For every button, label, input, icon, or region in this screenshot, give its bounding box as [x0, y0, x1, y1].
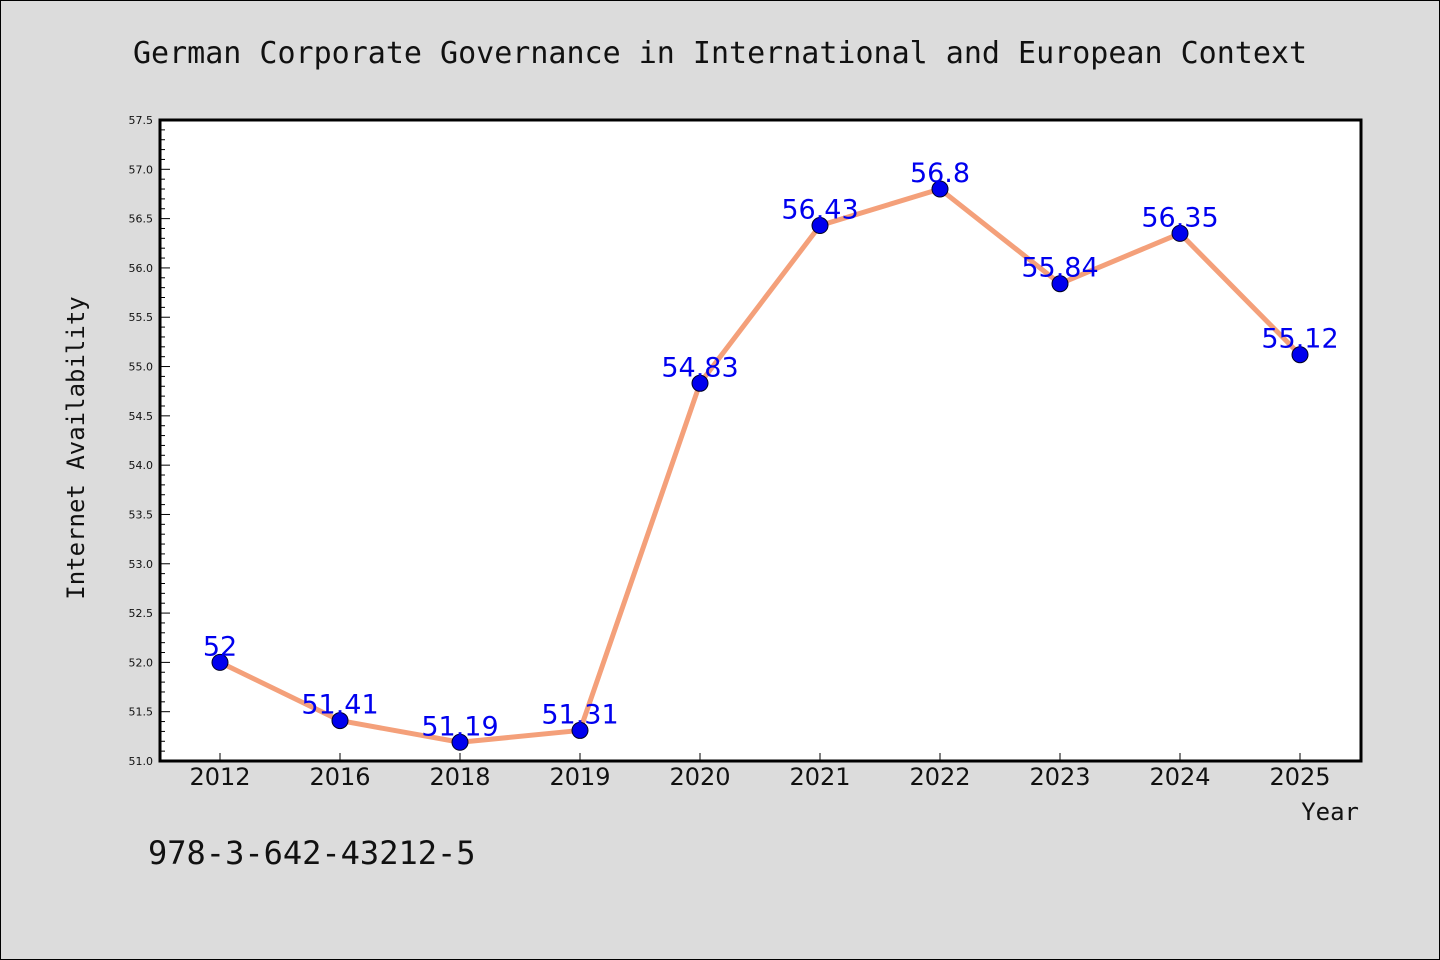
data-label: 56.43: [781, 195, 858, 226]
y-axis: 51.0 51.5 52.0 52.5 53.0 53.5 54.0 54.5 55.0 55.5…: [129, 114, 170, 768]
y-tick-label: 53.5: [129, 508, 154, 521]
isbn-text: 978-3-642-43212-5: [148, 834, 476, 872]
data-point: [931, 180, 949, 198]
y-tick-label: 54.5: [129, 410, 154, 423]
x-tick-label: 2012: [189, 763, 250, 791]
data-label: 55.84: [1021, 253, 1098, 284]
data-label: 51.19: [421, 711, 498, 742]
data-point: [691, 374, 709, 392]
series-group: 52 51.41 51.19 51.31 54.83 56.43 56.8 55.84 56.3…: [203, 158, 1339, 751]
x-tick-label: 2023: [1029, 763, 1090, 791]
data-point: [571, 721, 589, 739]
data-label: 56.8: [910, 158, 970, 189]
y-tick-label: 52.0: [129, 656, 154, 669]
data-point: [1171, 224, 1189, 242]
y-axis-label: Internet Availability: [62, 296, 90, 599]
data-point: [1051, 275, 1069, 293]
data-point: [331, 712, 349, 730]
x-tick-label: 2022: [909, 763, 970, 791]
x-tick-label: 2020: [669, 763, 730, 791]
data-point: [1291, 346, 1309, 364]
y-tick-label: 55.0: [129, 361, 154, 374]
data-label: 54.83: [661, 352, 738, 383]
x-axis: 2012 2016 2018 2019 2020 2021 2022 2023 2024 2025: [189, 753, 1331, 791]
y-tick-label: 52.5: [129, 607, 154, 620]
y-tick-label: 57.0: [129, 163, 154, 176]
y-tick-label: 54.0: [129, 459, 154, 472]
x-tick-label: 2016: [309, 763, 370, 791]
data-label: 52: [203, 631, 237, 662]
y-tick-label: 56.0: [129, 262, 154, 275]
y-tick-label: 55.5: [129, 311, 154, 324]
data-label: 56.35: [1141, 202, 1218, 233]
x-tick-label: 2018: [429, 763, 490, 791]
y-tick-label: 53.0: [129, 558, 154, 571]
y-tick-label: 51.5: [129, 706, 154, 719]
chart-title: German Corporate Governance in Internati…: [133, 36, 1307, 71]
data-point: [211, 653, 229, 671]
data-point: [451, 733, 469, 751]
data-label: 51.41: [301, 690, 378, 721]
series-line: [217, 186, 1303, 745]
y-tick-label: 51.0: [129, 755, 154, 768]
x-tick-label: 2021: [789, 763, 850, 791]
data-label: 51.31: [541, 699, 618, 730]
data-label: 55.12: [1261, 324, 1338, 355]
plot-area: [158, 118, 1363, 763]
y-tick-label: 57.5: [129, 114, 154, 127]
data-point: [811, 217, 829, 235]
x-axis-label: Year: [1301, 798, 1359, 826]
x-tick-label: 2024: [1149, 763, 1210, 791]
y-tick-label: 56.5: [129, 213, 154, 226]
x-tick-label: 2019: [549, 763, 610, 791]
x-tick-label: 2025: [1269, 763, 1330, 791]
